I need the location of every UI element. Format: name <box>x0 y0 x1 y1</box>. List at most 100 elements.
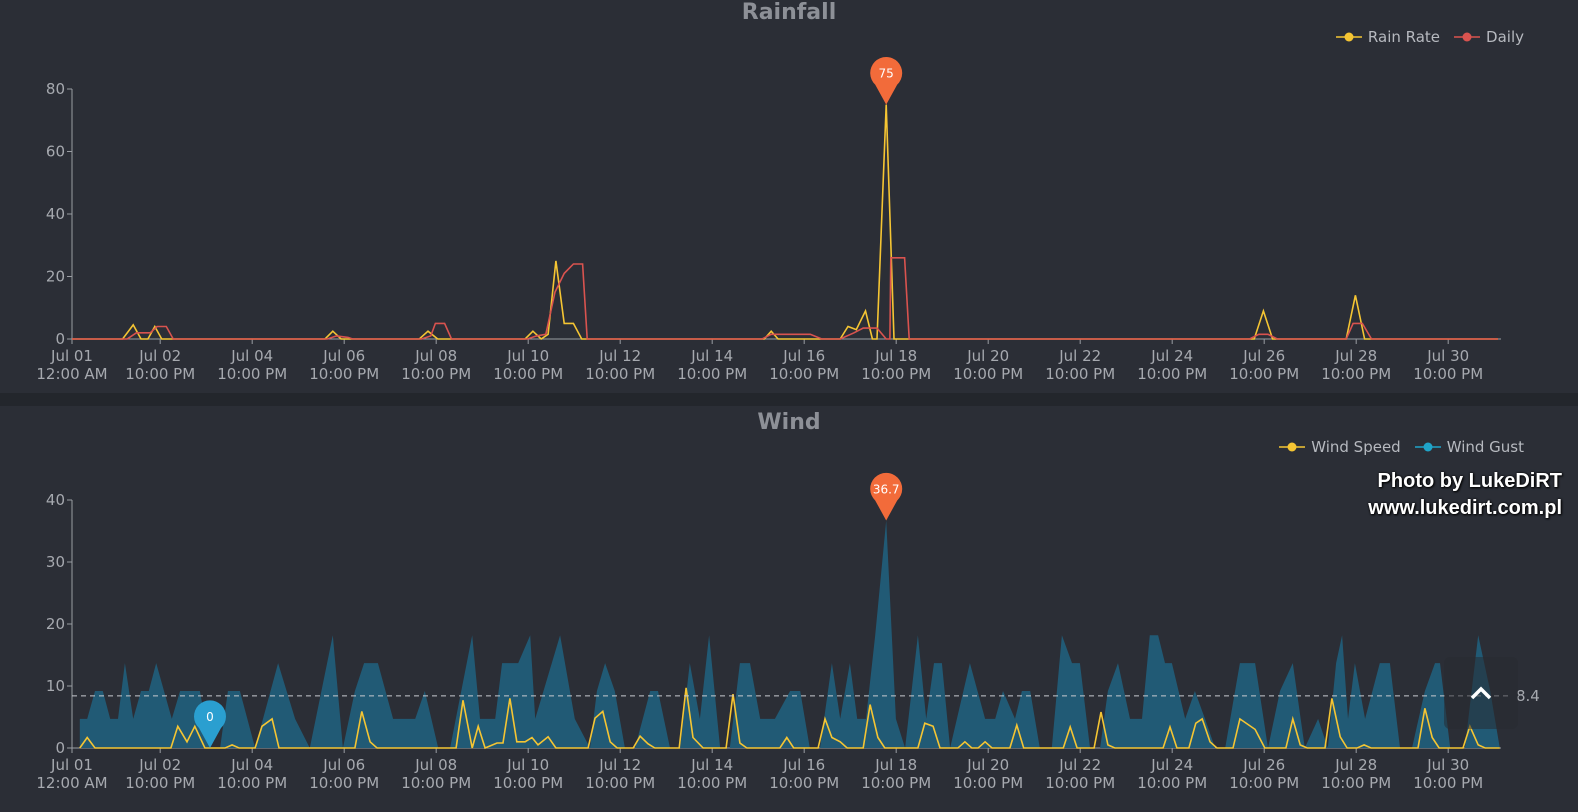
x-tick-label: 10:00 PM <box>1413 365 1483 383</box>
legend-label: Rain Rate <box>1367 28 1441 46</box>
y-tick-label: 30 <box>46 553 65 571</box>
x-tick-label: Jul 20 <box>966 756 1009 774</box>
x-tick-label: 10:00 PM <box>1413 774 1483 792</box>
x-tick-label: Jul 10 <box>506 347 549 365</box>
x-tick-label: 10:00 PM <box>1137 774 1207 792</box>
x-tick-label: 10:00 PM <box>1229 774 1299 792</box>
watermark-line1: Photo by LukeDiRT <box>1377 470 1562 492</box>
legend-daily[interactable]: Daily <box>1454 28 1524 46</box>
x-tick-label: 10:00 PM <box>861 365 931 383</box>
x-tick-label: Jul 14 <box>690 756 733 774</box>
x-tick-label: 10:00 PM <box>217 365 287 383</box>
x-tick-label: Jul 14 <box>690 347 733 365</box>
marker-label: 36.7 <box>873 482 900 496</box>
y-tick-label: 60 <box>46 143 65 161</box>
rain-rate-line <box>72 104 1498 341</box>
y-tick-label: 40 <box>46 491 65 509</box>
rainfall-legend: Rain Rate Daily <box>1335 28 1524 46</box>
marker-pin-icon <box>194 700 227 748</box>
wind-legend: Wind Speed Wind Gust <box>1279 438 1524 456</box>
legend-line-marker-icon <box>1279 442 1306 452</box>
x-tick-label: Jul 02 <box>138 347 181 365</box>
x-tick-label: 12:00 AM <box>36 365 107 383</box>
x-tick-label: Jul 24 <box>1150 347 1193 365</box>
x-tick-label: 10:00 PM <box>493 774 563 792</box>
x-tick-label: Jul 24 <box>1150 756 1193 774</box>
y-tick-label: 40 <box>46 205 65 223</box>
y-tick-label: 10 <box>46 677 65 695</box>
x-tick-label: Jul 20 <box>966 347 1009 365</box>
wind-chart-panel: Wind 0 10 20 30 40 Jul 01 12:00 AM Jul 02 10:00 … <box>0 406 1578 812</box>
x-tick-label: 10:00 PM <box>769 365 839 383</box>
x-tick-label: 10:00 PM <box>953 774 1023 792</box>
marker-label: 75 <box>879 67 894 81</box>
x-tick-label: 10:00 PM <box>677 774 747 792</box>
x-tick-label: Jul 22 <box>1058 756 1101 774</box>
x-tick-label: Jul 28 <box>1334 347 1377 365</box>
legend-label: Wind Gust <box>1446 438 1524 456</box>
daily-line <box>72 256 1498 340</box>
x-tick-label: Jul 01 <box>50 756 93 774</box>
x-tick-label: Jul 10 <box>506 756 549 774</box>
average-line-label: 8.4 <box>1516 687 1540 705</box>
legend-line-marker-icon <box>1454 32 1481 42</box>
legend-rain-rate[interactable]: Rain Rate <box>1335 28 1441 46</box>
x-tick-label: Jul 01 <box>50 347 93 365</box>
x-tick-label: Jul 12 <box>598 347 641 365</box>
x-tick-label: 10:00 PM <box>401 365 471 383</box>
x-tick-label: 10:00 PM <box>1045 365 1115 383</box>
y-tick-label: 0 <box>55 739 65 757</box>
x-tick-label: Jul 12 <box>598 756 641 774</box>
x-tick-label: 10:00 PM <box>493 365 563 383</box>
x-tick-label: 10:00 PM <box>401 774 471 792</box>
x-tick-label: Jul 26 <box>1242 756 1285 774</box>
x-tick-label: 10:00 PM <box>1321 365 1391 383</box>
y-tick-label: 80 <box>46 80 65 98</box>
marker-pin-icon <box>870 472 903 521</box>
wind-gust-area <box>79 520 1500 748</box>
rainfall-chart-panel: Rainfall 0 20 40 60 80 Jul 01 12:00 AM Jul 02 10… <box>0 0 1578 393</box>
x-tick-label: 10:00 PM <box>125 774 195 792</box>
x-tick-label: 10:00 PM <box>309 774 379 792</box>
x-tick-label: Jul 06 <box>322 347 365 365</box>
x-tick-label: Jul 06 <box>322 756 365 774</box>
x-tick-label: 10:00 PM <box>217 774 287 792</box>
x-tick-label: Jul 30 <box>1426 756 1469 774</box>
y-tick-label: 20 <box>46 615 65 633</box>
x-tick-label: Jul 08 <box>414 347 457 365</box>
legend-line-marker-icon <box>1414 442 1441 452</box>
wind-chart-title: Wind <box>757 410 821 435</box>
marker-label: 0 <box>206 710 214 724</box>
x-tick-label: 10:00 PM <box>861 774 931 792</box>
legend-line-marker-icon <box>1335 32 1362 42</box>
scroll-to-top-button[interactable] <box>1444 657 1518 729</box>
x-tick-label: 10:00 PM <box>1045 774 1115 792</box>
panel-divider <box>0 393 1578 406</box>
x-tick-label: 10:00 PM <box>1137 365 1207 383</box>
marker-pin-icon <box>870 57 903 105</box>
legend-wind-speed[interactable]: Wind Speed <box>1279 438 1401 456</box>
x-tick-label: 10:00 PM <box>125 365 195 383</box>
x-tick-label: 10:00 PM <box>585 774 655 792</box>
watermark-line2: www.lukedirt.com.pl <box>1368 497 1562 519</box>
x-tick-label: 10:00 PM <box>769 774 839 792</box>
legend-label: Wind Speed <box>1311 438 1401 456</box>
x-tick-label: 12:00 AM <box>36 774 107 792</box>
x-tick-label: 10:00 PM <box>1321 774 1391 792</box>
x-tick-label: Jul 02 <box>138 756 181 774</box>
rainfall-chart-title: Rainfall <box>741 0 837 25</box>
x-tick-label: 10:00 PM <box>1229 365 1299 383</box>
legend-wind-gust[interactable]: Wind Gust <box>1414 438 1524 456</box>
x-tick-label: Jul 04 <box>230 756 273 774</box>
x-tick-label: Jul 16 <box>782 756 825 774</box>
x-tick-label: 10:00 PM <box>953 365 1023 383</box>
x-tick-label: 10:00 PM <box>309 365 379 383</box>
y-tick-label: 0 <box>55 330 65 348</box>
legend-label: Daily <box>1486 28 1524 46</box>
x-tick-label: Jul 16 <box>782 347 825 365</box>
x-tick-label: Jul 30 <box>1426 347 1469 365</box>
x-tick-label: 10:00 PM <box>585 365 655 383</box>
x-tick-label: Jul 18 <box>874 756 917 774</box>
